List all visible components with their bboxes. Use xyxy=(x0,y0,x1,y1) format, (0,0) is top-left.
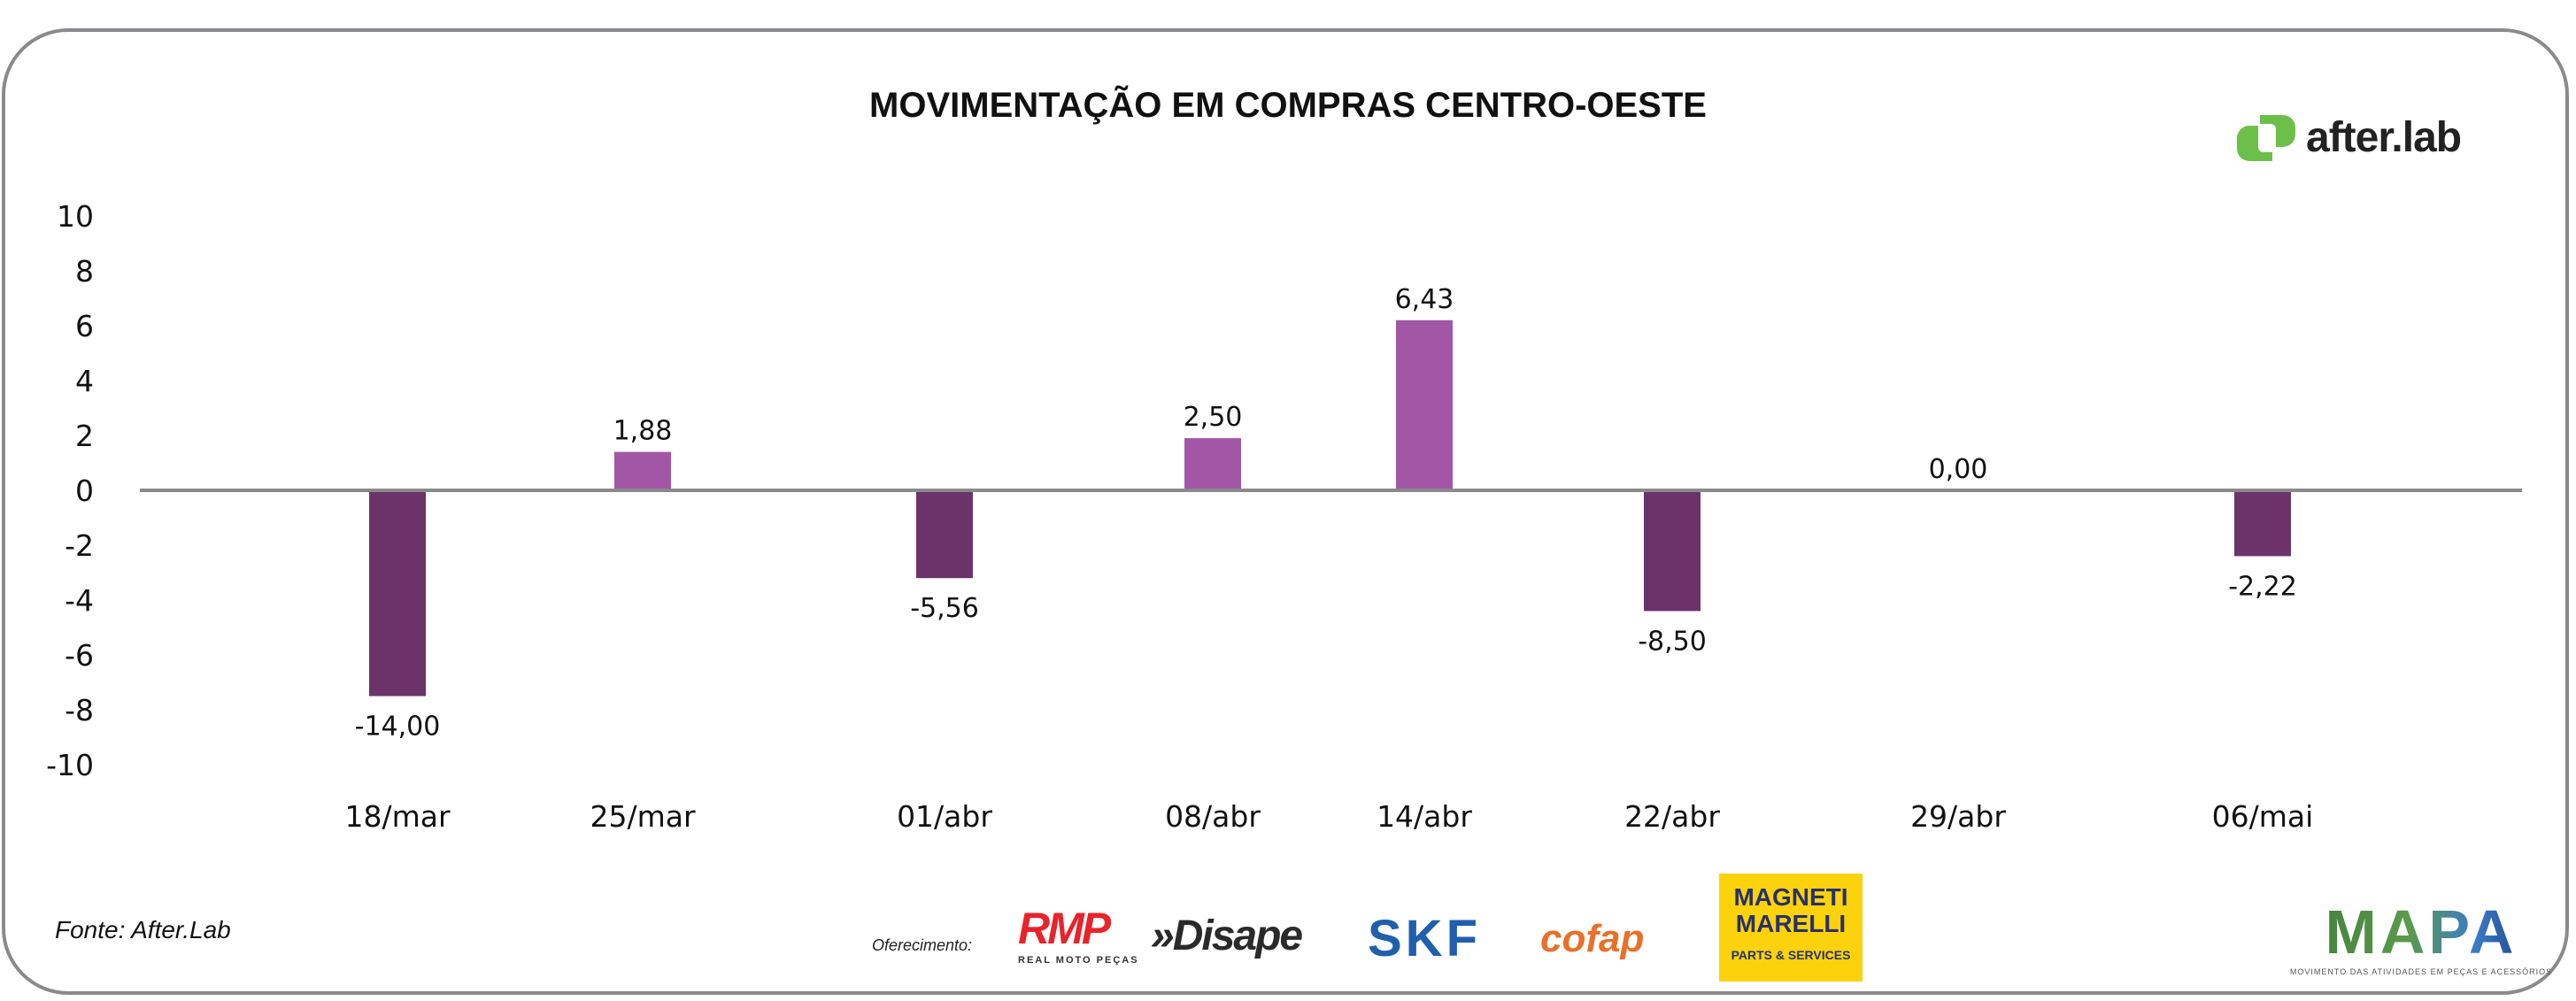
y-tick-label: -8 xyxy=(65,693,94,728)
y-tick-label: -6 xyxy=(65,638,94,673)
value-label: 0,00 xyxy=(1929,454,1988,485)
sponsor-label: Oferecimento: xyxy=(872,936,973,954)
card-frame xyxy=(2,28,2569,995)
bar-14/abr xyxy=(1396,320,1453,490)
chart-title: MOVIMENTAÇÃO EM COMPRAS CENTRO-OESTE xyxy=(869,86,1707,125)
value-label: -2,22 xyxy=(2228,571,2297,602)
x-tick-label: 01/abr xyxy=(897,799,992,834)
bar-01/abr xyxy=(916,490,973,579)
x-tick-label: 08/abr xyxy=(1165,799,1261,834)
y-tick-label: -10 xyxy=(46,748,94,782)
magneti-marelli-text: MAGNETI MARELLI xyxy=(1733,883,1848,937)
mapa-logo-subtitle: MOVIMENTO DAS ATIVIDADES EM PEÇAS E ACES… xyxy=(2289,967,2553,976)
disape-logo: »Disape xyxy=(1151,912,1303,959)
cofap-logo: cofap xyxy=(1540,917,1645,960)
y-tick-label: 6 xyxy=(75,309,94,343)
x-tick-label: 14/abr xyxy=(1377,799,1472,834)
x-tick-label: 06/mai xyxy=(2212,799,2314,834)
y-tick-label: 8 xyxy=(75,254,94,289)
y-tick-label: 10 xyxy=(57,199,94,234)
bar-08/abr xyxy=(1184,438,1241,490)
value-label: -5,56 xyxy=(910,593,979,624)
x-tick-label: 18/mar xyxy=(344,799,450,834)
value-label: 1,88 xyxy=(613,416,673,447)
mapa-logo-text: MAPA xyxy=(2288,901,2554,963)
x-tick-label: 22/abr xyxy=(1624,799,1720,834)
bar-22/abr xyxy=(1644,490,1701,612)
rmp-logo: RMP REAL MOTO PEÇAS xyxy=(1018,905,1139,966)
afterlab-logo-text: after.lab xyxy=(2306,114,2462,161)
value-label: 6,43 xyxy=(1395,284,1454,315)
afterlab-logo: after.lab xyxy=(2235,113,2462,163)
mapa-logo: MAPA MOVIMENTO DAS ATIVIDADES EM PEÇAS E… xyxy=(2288,901,2554,977)
x-tick-label: 29/abr xyxy=(1910,799,2006,834)
bar-25/mar xyxy=(614,451,671,490)
rmp-logo-subtext: REAL MOTO PEÇAS xyxy=(1018,955,1139,966)
value-label: 2,50 xyxy=(1184,402,1243,433)
y-tick-label: 4 xyxy=(75,364,94,398)
bar-06/mai xyxy=(2234,490,2291,557)
source-note: Fonte: After.Lab xyxy=(55,916,231,943)
magneti-marelli-subtext: PARTS & SERVICES xyxy=(1731,948,1851,962)
afterlab-logo-icon xyxy=(2237,115,2295,161)
magneti-marelli-logo: MAGNETI MARELLI PARTS & SERVICES xyxy=(1719,874,1863,982)
y-tick-label: 2 xyxy=(75,419,94,453)
y-tick-label: 0 xyxy=(75,474,94,508)
x-tick-label: 25/mar xyxy=(590,799,695,834)
y-tick-label: -2 xyxy=(65,528,94,563)
skf-logo: SKF xyxy=(1368,910,1481,967)
value-label: -8,50 xyxy=(1638,626,1707,657)
bar-18/mar xyxy=(369,490,426,697)
value-label: -14,00 xyxy=(355,712,441,743)
rmp-logo-text: RMP xyxy=(1018,904,1111,953)
y-tick-label: -4 xyxy=(65,583,94,618)
